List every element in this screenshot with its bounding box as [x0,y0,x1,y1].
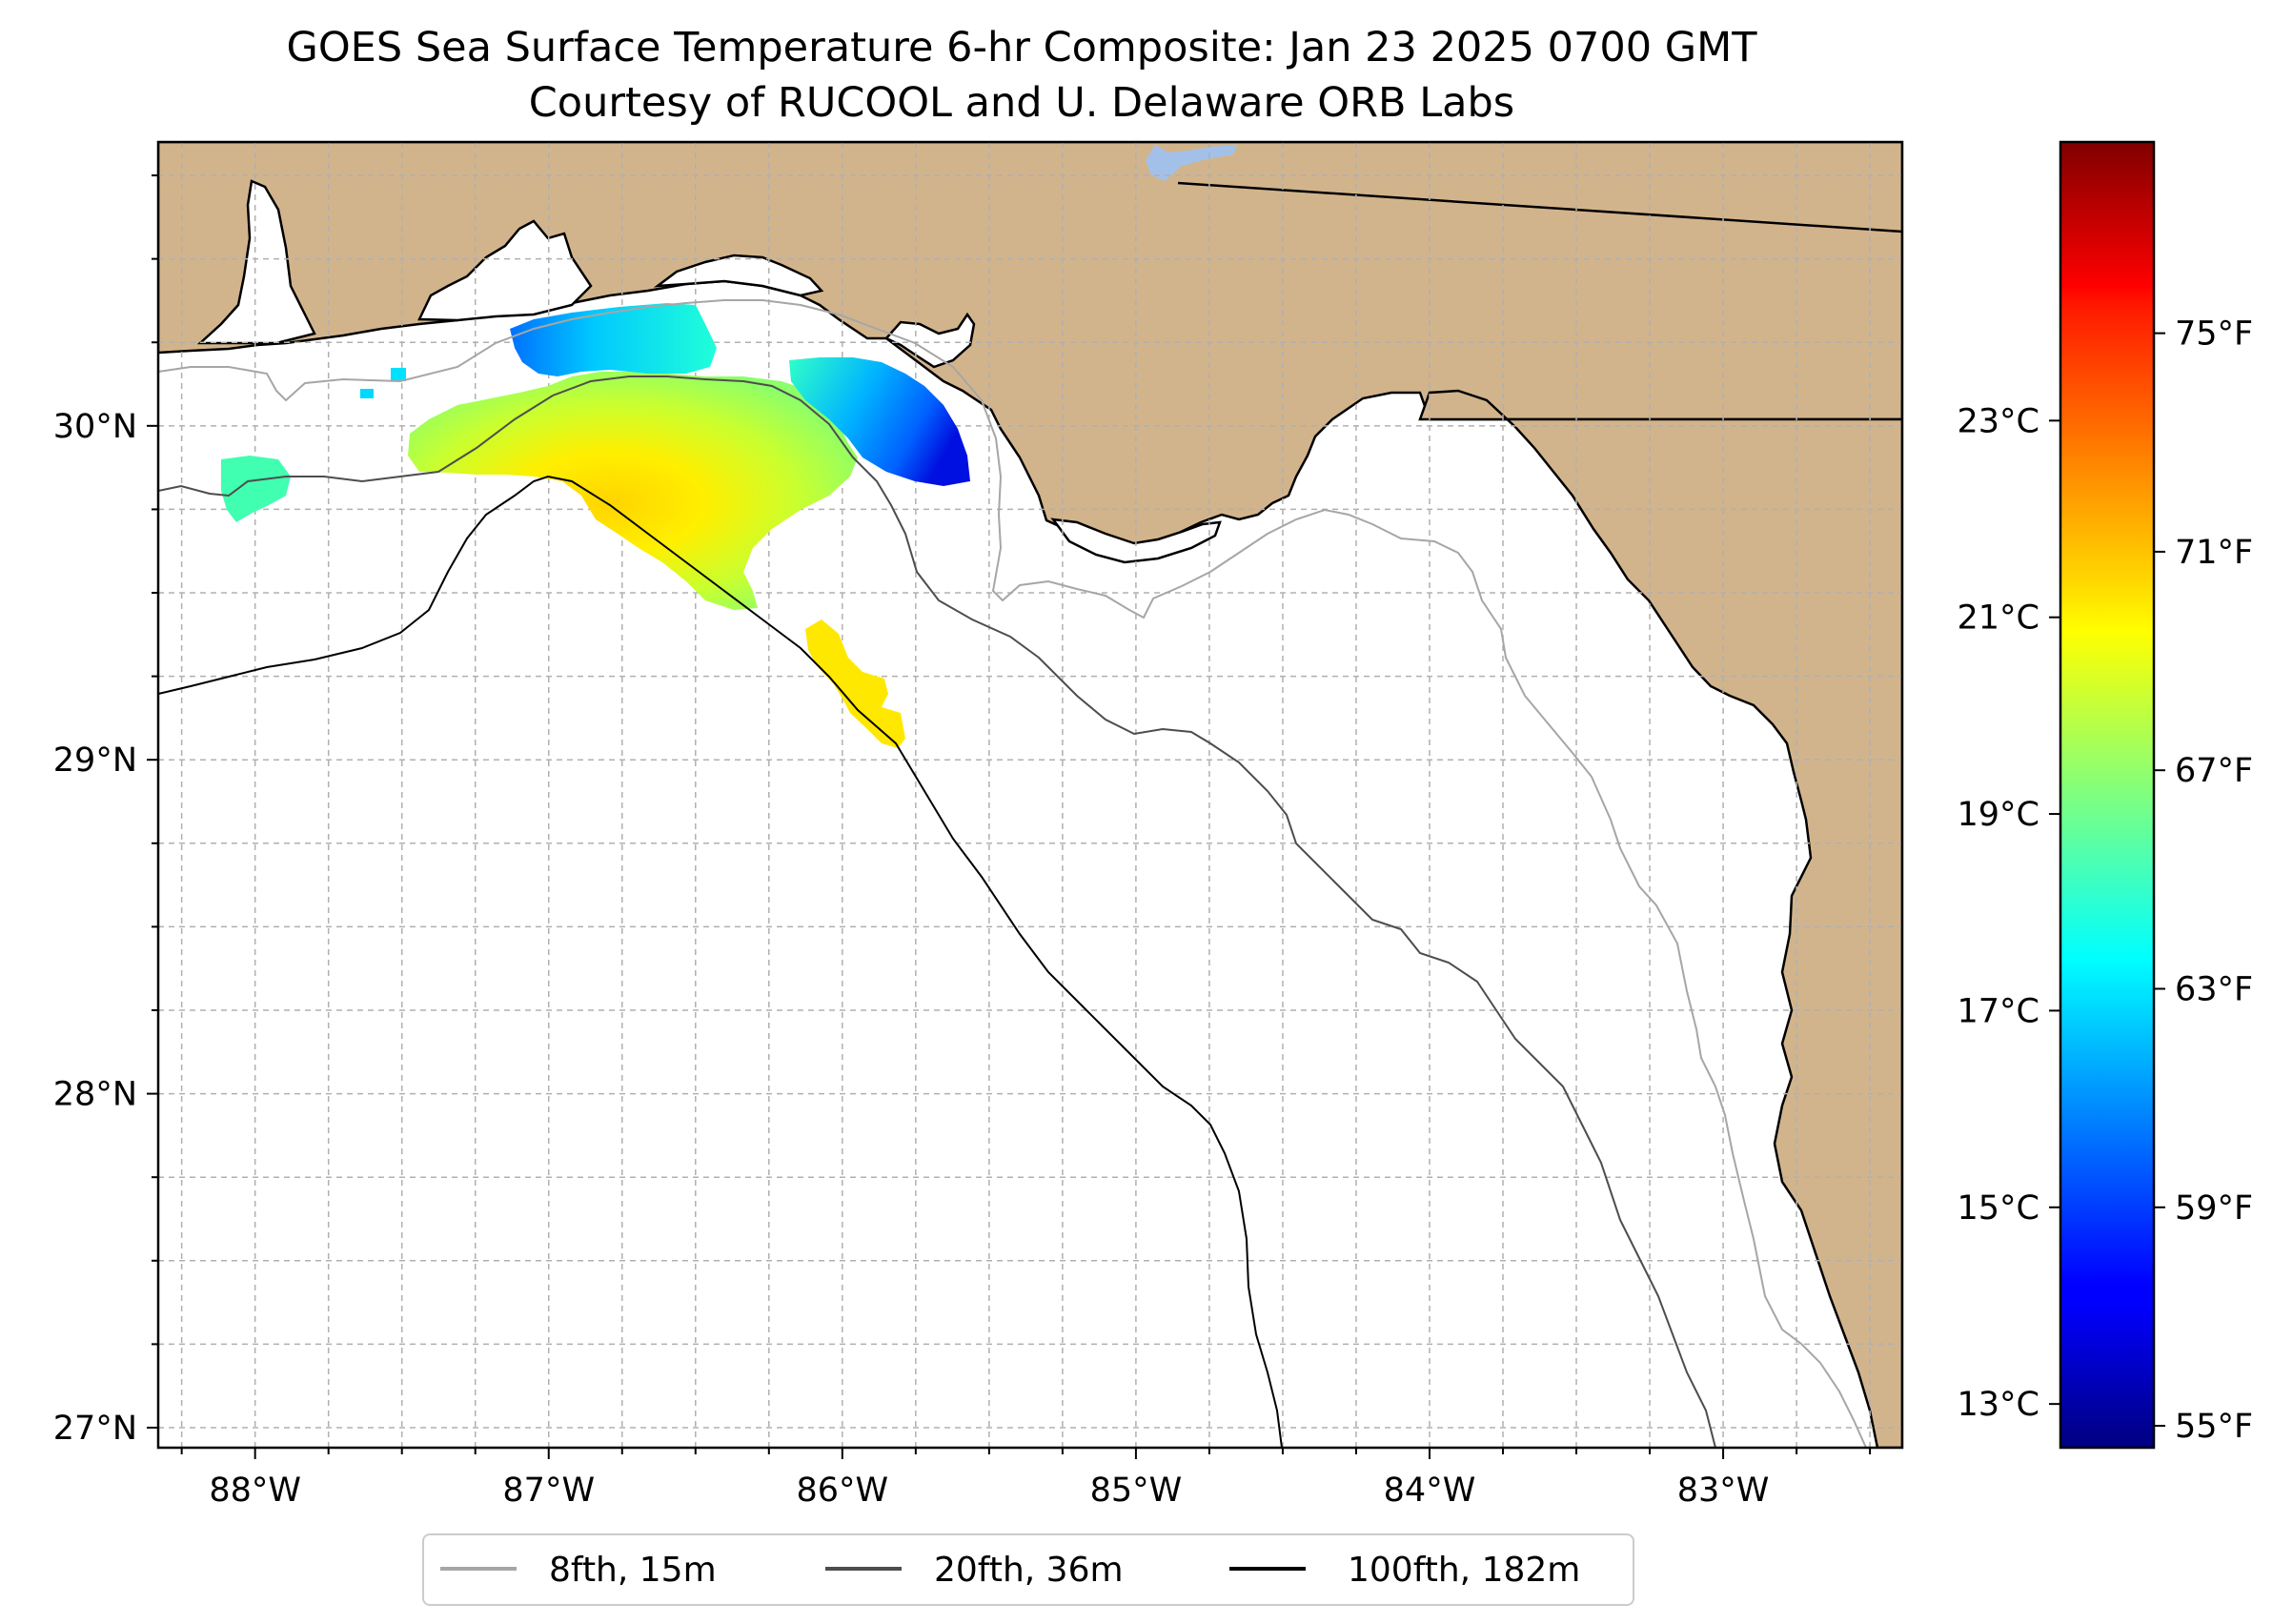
land-northern-coast [158,142,1902,555]
state-border [1177,181,1902,233]
inland-lake [1146,145,1237,181]
lon-tick-label: 85°W [1090,1472,1183,1510]
lon-tick-label: 84°W [1384,1472,1476,1510]
st-andrew-bay [883,312,976,369]
lat-tick-label: 27°N [53,1410,137,1448]
colorbar-f-label: 75°F [2175,315,2253,354]
lat-tick-label: 30°N [53,408,137,446]
lat-axis: 30°N 29°N 28°N 27°N [53,174,158,1448]
colorbar: 23°C 21°C 19°C 17°C 15°C 13°C 75°F 71°F 67°F 63°… [1958,140,2253,1450]
colorbar-c-label: 15°C [1958,1189,2039,1228]
colorbar-celsius-ticks: 23°C 21°C 19°C 17°C 15°C 13°C [1958,402,2060,1424]
sst-patch-dot-1 [391,368,406,381]
legend-label: 8fth, 15m [549,1551,717,1590]
sst-patch-warm-core [408,372,858,610]
choctawhatchee-bay [653,254,824,297]
map-title-line1: GOES Sea Surface Temperature 6-hr Compos… [287,24,1758,71]
colorbar-fahrenheit-ticks: 75°F 71°F 67°F 63°F 59°F 55°F [2154,315,2253,1446]
lon-axis: 88°W 87°W 86°W 85°W 84°W 83°W [180,1448,1872,1510]
isobath-20fth-36m [158,376,1716,1448]
map-frame [156,140,1904,1450]
legend-item-20fth: 20fth, 36m [825,1551,1124,1590]
sst-patch-far-west [221,456,291,522]
sst-data-patches [221,303,970,748]
colorbar-gradient [2059,140,2156,1450]
colorbar-f-label: 55°F [2175,1408,2253,1446]
lat-tick-label: 28°N [53,1076,137,1114]
land-florida-peninsula [1418,389,1902,1448]
map-title-line2: Courtesy of RUCOOL and U. Delaware ORB L… [529,79,1514,127]
colorbar-c-label: 13°C [1958,1386,2039,1424]
legend-box [422,1533,1634,1606]
legend-label: 100fth, 182m [1348,1551,1580,1590]
legend-label: 20fth, 36m [934,1551,1124,1590]
sst-patch-dot-2 [360,389,374,398]
colorbar-c-label: 17°C [1958,992,2039,1030]
colorbar-f-label: 71°F [2175,534,2253,572]
lon-tick-label: 87°W [502,1472,595,1510]
colorbar-f-label: 59°F [2175,1189,2253,1228]
gridlines [158,142,1902,1448]
colorbar-c-label: 23°C [1958,402,2039,440]
lon-tick-label: 86°W [797,1472,889,1510]
isobath-legend: 8fth, 15m 20fth, 36m 100fth, 182m [422,1533,1634,1606]
colorbar-f-label: 67°F [2175,752,2253,790]
lon-tick-label: 83°W [1677,1472,1770,1510]
lat-tick-label: 29°N [53,741,137,780]
apalachicola-bay [1050,518,1222,564]
colorbar-c-label: 19°C [1958,796,2039,834]
colorbar-c-label: 21°C [1958,599,2039,638]
isobath-8fth-15m [158,299,1867,1448]
colorbar-f-label: 63°F [2175,970,2253,1008]
map-panel [158,142,1902,1448]
isobath-100fth-182m [158,475,1283,1448]
legend-item-8fth: 8fth, 15m [440,1551,717,1590]
mobile-bay [196,179,316,345]
sst-patch-south-streak [805,619,905,748]
legend-item-100fth: 100fth, 182m [1229,1551,1580,1590]
lon-tick-label: 88°W [209,1472,301,1510]
sst-patch-east-cool [789,357,970,486]
